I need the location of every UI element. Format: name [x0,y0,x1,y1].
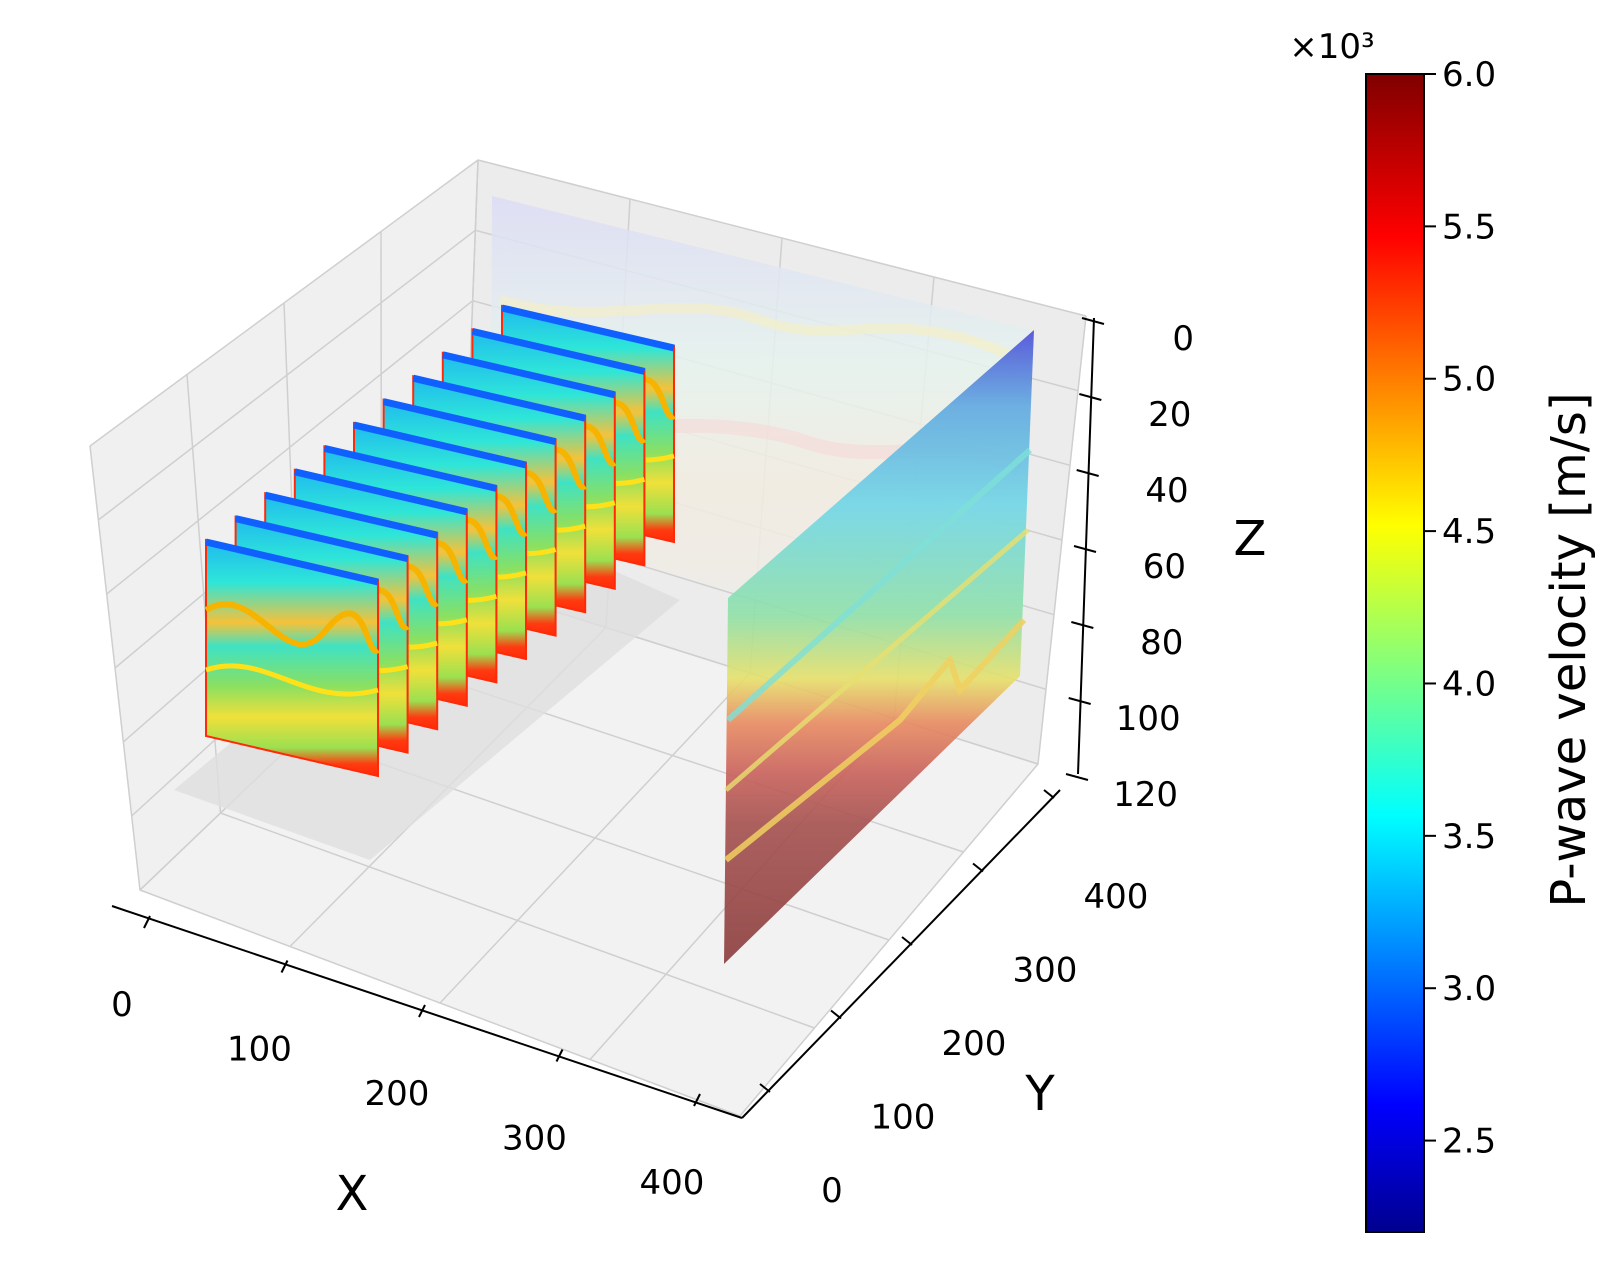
colorbar-tick-label: 6.0 [1442,55,1496,95]
x-tick-label: 100 [227,1030,292,1070]
z-tick-label: 40 [1145,471,1188,511]
xz-slice-top-edge [264,491,438,539]
y-tick-mark [830,1009,842,1020]
back-grid-horizontal [477,159,1087,317]
z-tick-label: 100 [1116,699,1181,739]
colorbar-label: P-wave velocity [m/s] [1541,392,1597,907]
y-tick-mark [901,936,913,946]
colorbar-tick-label: 5.0 [1442,360,1496,400]
colorbar-tick-label: 3.5 [1442,817,1496,857]
y-tick-label: 100 [871,1098,936,1138]
y-tick-mark [1043,789,1055,799]
x-tick-label: 200 [365,1074,430,1114]
z-tick-mark [1081,317,1105,325]
xz-slice-top-edge [323,444,498,492]
x-tick-mark [418,1004,426,1018]
y-tick-label: 200 [942,1024,1007,1064]
y-axis-line [741,789,1061,1119]
x-axis-line [111,905,743,1119]
z-tick-mark [1076,469,1099,477]
y-tick-label: 300 [1013,951,1078,991]
left-grid-vertical [89,445,141,891]
xz-slice-top-edge [294,468,468,516]
back-pane-contour [498,295,1023,365]
colorbar: 2.5 3.0 3.5 4.0 4.5 5.0 5.5 6.0 ×10³ P-wave vel… [1289,27,1597,1233]
xz-slice-top-edge [412,374,586,422]
xz-slice-layer [205,663,379,697]
y-tick-label: 0 [821,1171,843,1211]
colorbar-tick-label: 2.5 [1442,1122,1496,1162]
colorbar-tick-label: 5.5 [1442,207,1496,247]
side-panel [724,330,1034,964]
xz-slice [204,538,380,778]
x-tick-mark [555,1049,564,1062]
z-axis-line [1077,317,1095,775]
y-axis-label: Y [1024,1066,1055,1122]
z-tick-mark [1065,773,1089,781]
colorbar-multiplier: ×10³ [1289,27,1374,67]
colorbar-tick-label: 3.0 [1442,969,1496,1009]
xz-slice-top-edge [442,351,616,399]
z-tick-mark [1068,697,1091,705]
colorbar-tick-label: 4.0 [1442,664,1496,704]
xz-slice-top-edge [382,398,557,446]
left-grid-vertical [186,374,222,814]
z-tick-mark [1071,621,1094,629]
y-tick-mark [759,1083,771,1093]
x-tick-label: 300 [502,1119,567,1159]
xz-slice-top-edge [471,327,646,375]
z-axis-label: Z [1234,511,1267,567]
y-tick-label: 400 [1084,877,1149,917]
x-tick-label: 0 [111,985,133,1025]
x-tick-label: 400 [640,1163,705,1203]
z-tick-label: 80 [1140,623,1183,663]
z-tick-label: 0 [1172,319,1194,359]
xz-slice-top-edge [205,538,379,586]
side-panel-face [724,330,1034,964]
x-tick-mark [280,960,289,973]
z-tick-label: 20 [1148,395,1191,435]
colorbar-tick-label: 4.5 [1442,512,1496,552]
y-tick-mark [972,862,984,873]
z-tick-label: 60 [1143,547,1186,587]
x-tick-mark [693,1093,701,1107]
colorbar-ticks: 2.5 3.0 3.5 4.0 4.5 5.0 5.5 6.0 [1424,55,1496,1162]
z-tick-mark [1079,393,1102,401]
slice-stack [204,304,676,778]
x-axis-label: X [336,1166,369,1222]
z-tick-mark [1073,545,1097,553]
z-tick-label: 120 [1113,775,1178,815]
x-tick-mark [143,915,151,929]
axis-lines [111,317,1095,1119]
xz-slice-top-edge [234,515,409,563]
xz-slice-top-edge [353,421,527,469]
xz-slice-layer [204,601,380,654]
floor-grid-x [739,763,1039,1117]
colorbar-gradient [1365,73,1425,1233]
xz-slice-top-edge [501,304,675,352]
side-panel-layer-3 [724,617,1027,863]
side-panel-layer-2 [724,528,1030,792]
side-panel-layer-1 [726,447,1032,723]
